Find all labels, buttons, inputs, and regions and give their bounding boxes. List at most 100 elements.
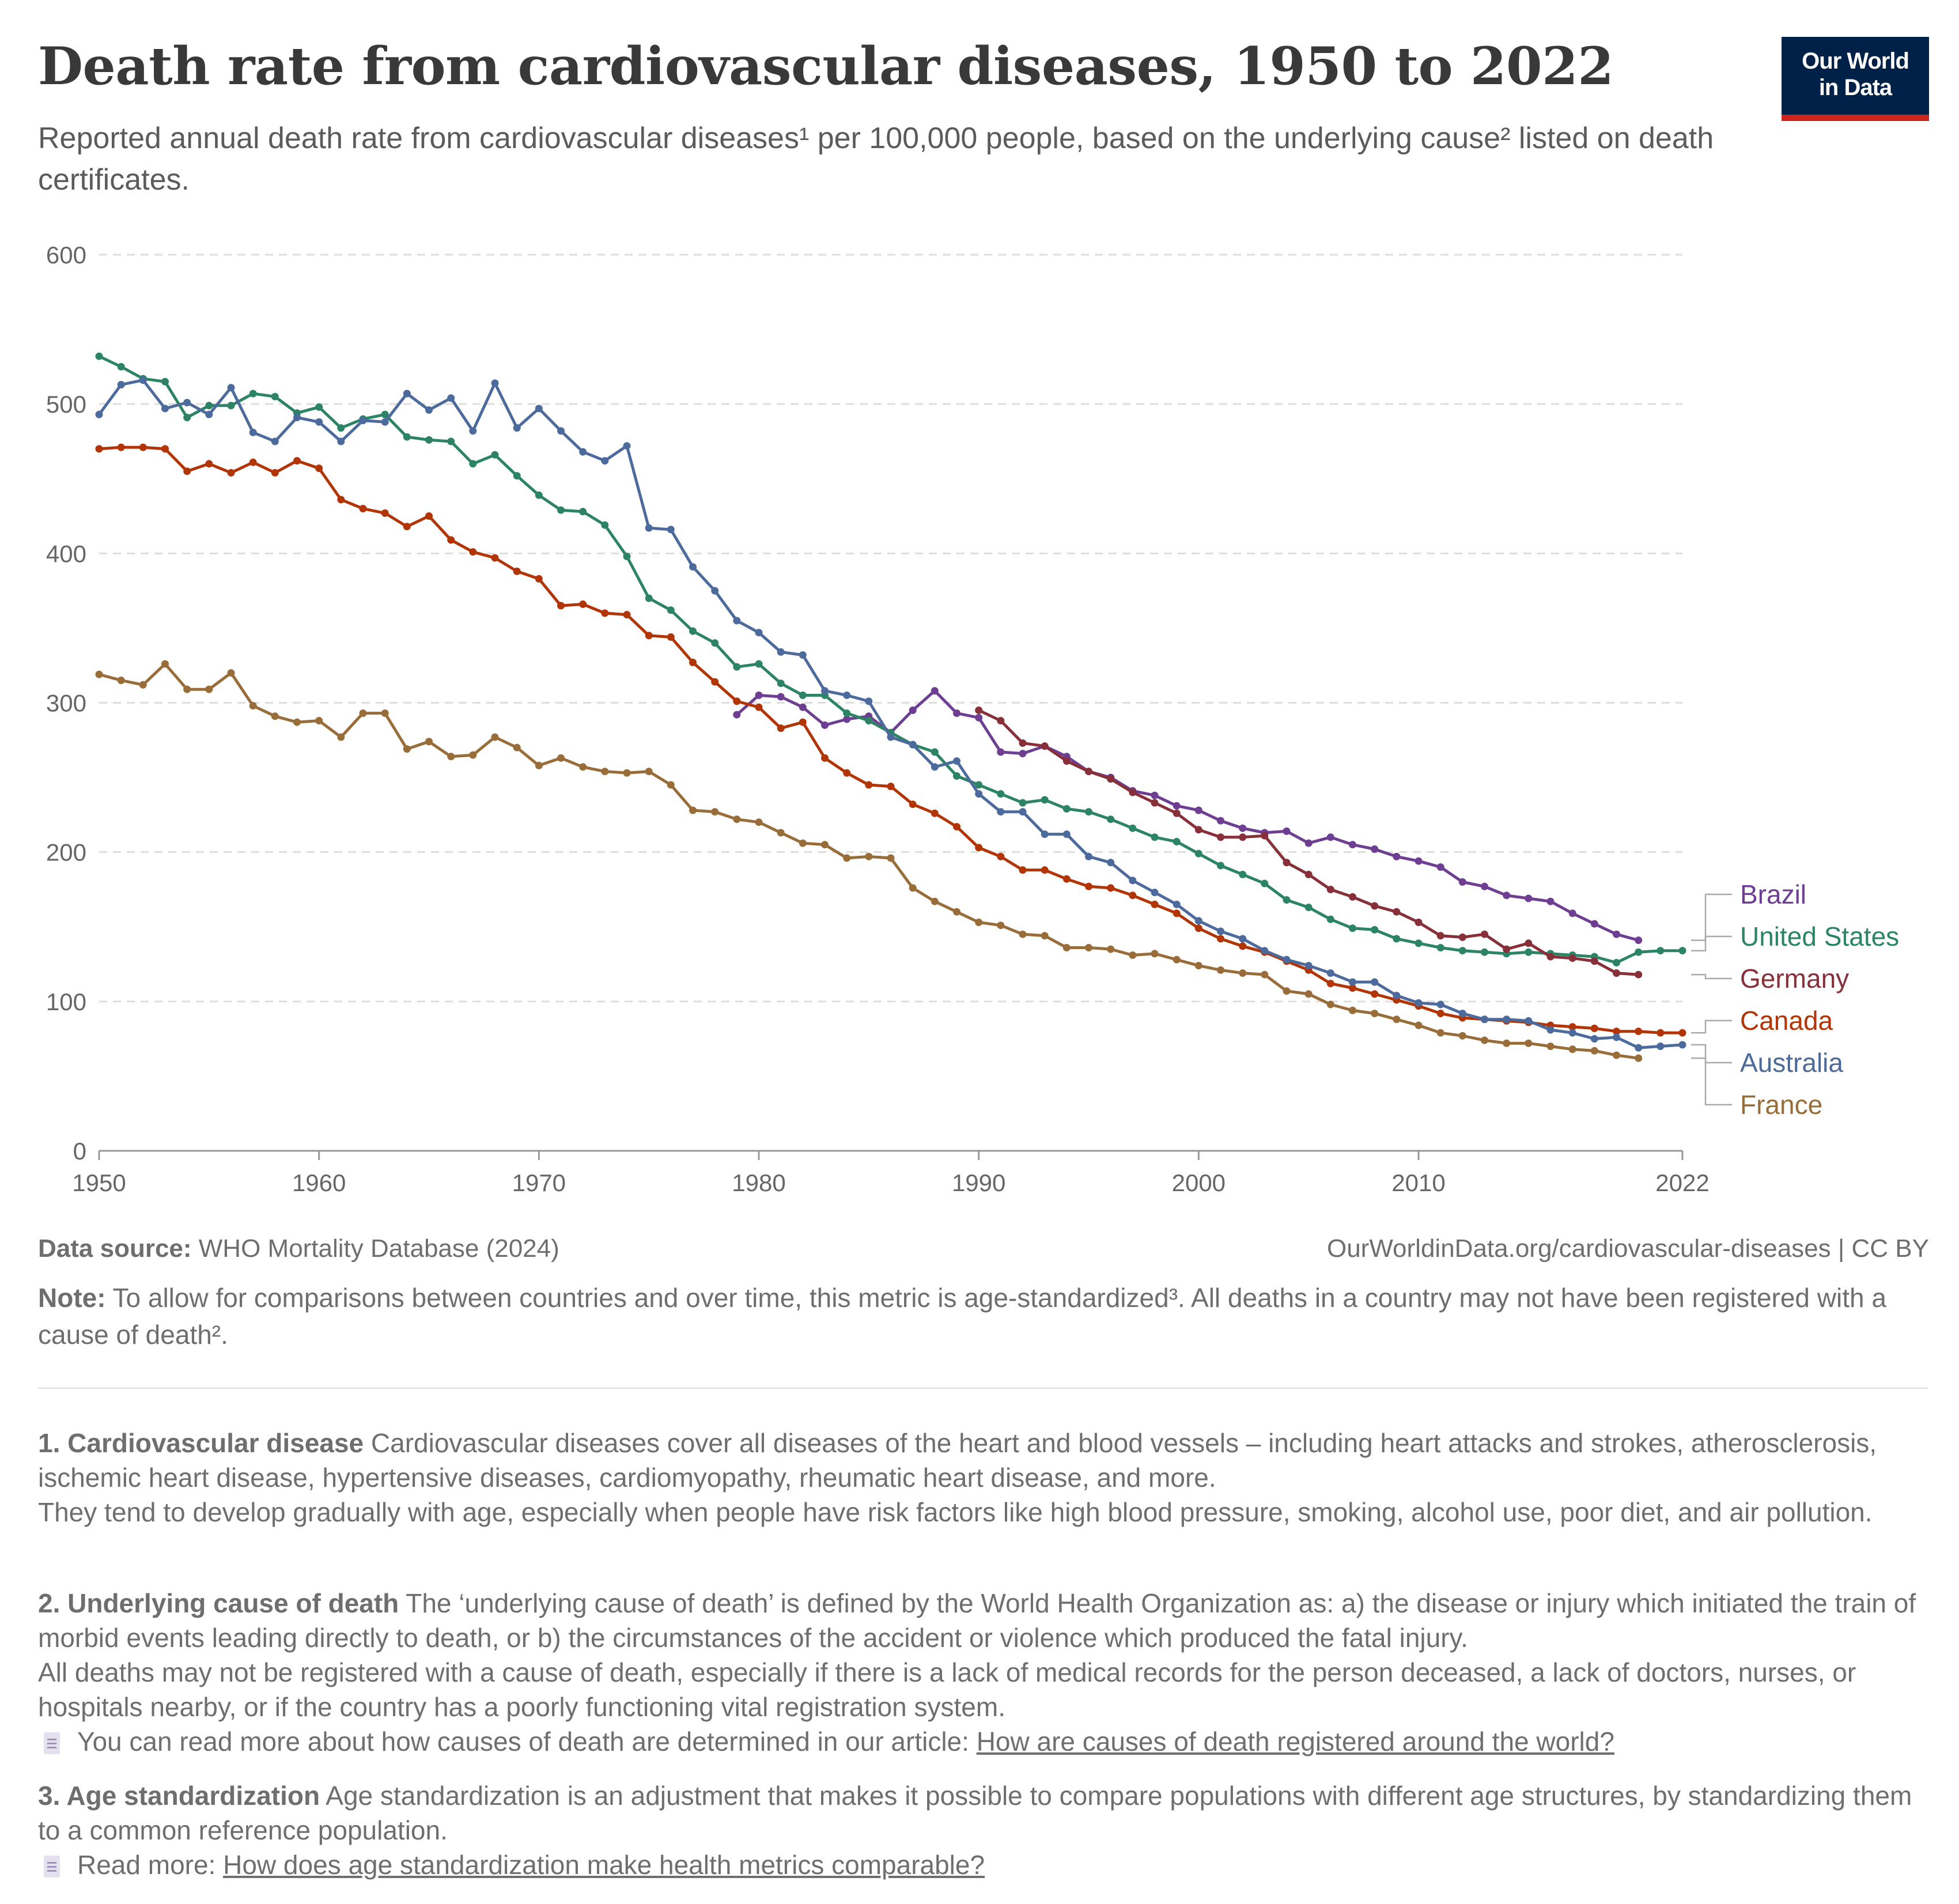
data-point xyxy=(315,464,323,473)
data-point xyxy=(1129,824,1137,832)
data-point xyxy=(1304,990,1313,998)
data-point xyxy=(1371,1010,1379,1018)
data-point xyxy=(1194,826,1202,834)
data-point xyxy=(821,687,829,695)
footnote-1: 1. Cardiovascular disease Cardiovascular… xyxy=(38,1426,1928,1529)
data-point xyxy=(1019,739,1027,747)
data-point xyxy=(1371,845,1379,853)
data-point xyxy=(1129,951,1137,959)
footnote-2-label: 2. Underlying cause of death xyxy=(38,1588,399,1618)
note-label: Note: xyxy=(38,1283,106,1313)
data-point xyxy=(799,718,807,726)
data-point xyxy=(1436,932,1444,940)
document-icon xyxy=(44,1732,60,1754)
data-point xyxy=(953,772,960,780)
data-point xyxy=(1349,978,1356,986)
data-point xyxy=(1239,935,1247,943)
data-point xyxy=(689,563,697,571)
data-point xyxy=(1657,1042,1665,1051)
data-point xyxy=(887,733,895,741)
chart-subtitle: Reported annual death rate from cardiova… xyxy=(38,122,1714,197)
footnote-2-article-link[interactable]: How are causes of death registered aroun… xyxy=(976,1727,1614,1756)
data-point xyxy=(953,709,960,717)
label-connector xyxy=(1691,893,1732,941)
data-point xyxy=(1458,1010,1466,1018)
data-point xyxy=(667,633,675,641)
data-point xyxy=(227,469,235,477)
data-point xyxy=(733,663,741,671)
data-point xyxy=(161,660,169,668)
data-point xyxy=(535,761,543,769)
data-point xyxy=(755,660,763,668)
data-point xyxy=(139,443,147,451)
label-connector xyxy=(1691,973,1732,980)
data-point xyxy=(1568,1029,1576,1037)
data-point xyxy=(381,709,389,717)
data-point xyxy=(623,442,631,450)
data-point xyxy=(249,390,257,398)
owid-logo[interactable]: Our World in Data xyxy=(1782,37,1929,121)
data-point xyxy=(381,418,389,426)
data-point xyxy=(821,721,829,729)
data-point xyxy=(953,757,960,765)
data-point xyxy=(579,763,587,771)
data-point xyxy=(1458,1032,1466,1040)
footnote-3-body: 3. Age standardization Age standardizati… xyxy=(38,1778,1928,1848)
data-point xyxy=(1239,942,1247,950)
data-point xyxy=(1085,808,1092,816)
data-point xyxy=(1085,944,1092,951)
data-point xyxy=(161,377,169,386)
label-connector xyxy=(1691,1019,1732,1034)
y-tick-label: 0 xyxy=(73,1138,86,1165)
data-point xyxy=(1657,947,1665,955)
data-point xyxy=(1326,1000,1334,1008)
data-point xyxy=(623,611,631,619)
data-point xyxy=(249,702,257,710)
data-point xyxy=(1635,970,1643,979)
footnote-3-article-link[interactable]: How does age standardization make health… xyxy=(223,1850,985,1880)
data-point xyxy=(469,548,477,556)
data-point xyxy=(1349,924,1356,932)
data-point xyxy=(205,402,213,410)
data-point xyxy=(293,457,301,465)
data-point xyxy=(1062,805,1071,813)
data-point xyxy=(425,406,433,414)
data-point xyxy=(1458,878,1466,886)
source-url[interactable]: OurWorldinData.org/cardiovascular-diseas… xyxy=(1326,1234,1929,1263)
data-point xyxy=(733,711,741,719)
data-point xyxy=(1590,920,1598,928)
data-point xyxy=(161,445,169,453)
data-point xyxy=(1217,862,1224,870)
data-point xyxy=(777,679,785,687)
data-point xyxy=(1107,775,1115,783)
data-point xyxy=(513,743,521,751)
data-point xyxy=(271,392,279,401)
data-point xyxy=(1525,948,1533,956)
data-point xyxy=(337,424,345,432)
line-chart: 0 100 200 300 400 500 600 1950 1960 1970 1980 1990 2… xyxy=(46,241,1899,1196)
footnote-3-text: Age standardization is an adjustment tha… xyxy=(38,1781,1912,1845)
data-point xyxy=(1304,871,1313,878)
data-point xyxy=(1568,909,1576,917)
data-point xyxy=(1546,1042,1555,1051)
data-point xyxy=(491,451,499,459)
data-point xyxy=(315,717,323,725)
data-point xyxy=(513,472,521,480)
data-point xyxy=(887,783,895,791)
data-point xyxy=(667,526,675,534)
footnote-1-text2: They tend to develop gradually with age,… xyxy=(38,1497,1873,1527)
data-point xyxy=(1194,806,1202,814)
data-point xyxy=(975,844,983,852)
data-point xyxy=(293,718,301,726)
data-point xyxy=(1436,863,1444,871)
data-point xyxy=(975,919,983,926)
data-point xyxy=(1107,945,1115,953)
data-source: Data source: WHO Mortality Database (202… xyxy=(38,1234,559,1263)
data-point xyxy=(117,381,125,388)
data-point xyxy=(249,458,257,466)
data-point xyxy=(821,754,829,762)
footnote-2: 2. Underlying cause of death The ‘underl… xyxy=(38,1586,1928,1759)
data-point xyxy=(1546,953,1555,961)
data-point xyxy=(491,379,499,387)
data-point xyxy=(491,733,499,741)
